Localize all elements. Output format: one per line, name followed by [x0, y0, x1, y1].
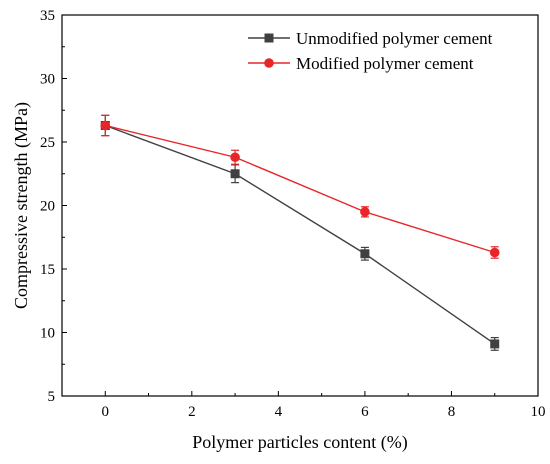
- series-layer: [100, 114, 500, 351]
- x-tick-label: 8: [448, 404, 456, 420]
- y-axis-title: Compressive strength (MPa): [11, 102, 32, 309]
- x-tick-label: 2: [188, 404, 196, 420]
- y-tick-label: 10: [40, 326, 55, 342]
- data-point: [489, 247, 500, 258]
- y-tick-label: 5: [48, 389, 56, 405]
- x-tick-label: 10: [531, 404, 546, 420]
- y-tick-label: 15: [40, 262, 55, 278]
- legend-entry-modified: Modified polymer cement: [248, 54, 474, 73]
- series-unmodified: [100, 114, 500, 351]
- legend-entry-unmodified: Unmodified polymer cement: [248, 29, 493, 48]
- y-tick-label: 25: [40, 135, 55, 151]
- x-axis-title: Polymer particles content (%): [192, 432, 407, 453]
- x-tick-label: 6: [361, 404, 369, 420]
- legend: Unmodified polymer cement Modified polym…: [248, 29, 493, 73]
- data-point: [360, 249, 370, 259]
- x-tick-label: 4: [275, 404, 283, 420]
- data-point: [360, 207, 370, 217]
- series-modified: [100, 114, 500, 259]
- data-point: [490, 339, 500, 349]
- legend-label-modified: Modified polymer cement: [296, 54, 474, 73]
- legend-label-unmodified: Unmodified polymer cement: [296, 29, 493, 48]
- y-tick-label: 20: [40, 199, 55, 215]
- legend-marker-modified: [264, 58, 274, 68]
- series-line: [105, 124, 495, 254]
- y-tick-label: 30: [40, 72, 55, 88]
- x-tick-label: 0: [102, 404, 110, 420]
- data-point: [230, 152, 240, 163]
- series-line: [105, 124, 496, 345]
- y-tick-label: 35: [40, 8, 55, 24]
- legend-marker-unmodified: [264, 33, 274, 43]
- data-point: [100, 120, 111, 131]
- axis-ticks: 0 2 4 6 8 10 5 10 15 20 25 30 35: [40, 8, 546, 420]
- data-point: [230, 169, 240, 179]
